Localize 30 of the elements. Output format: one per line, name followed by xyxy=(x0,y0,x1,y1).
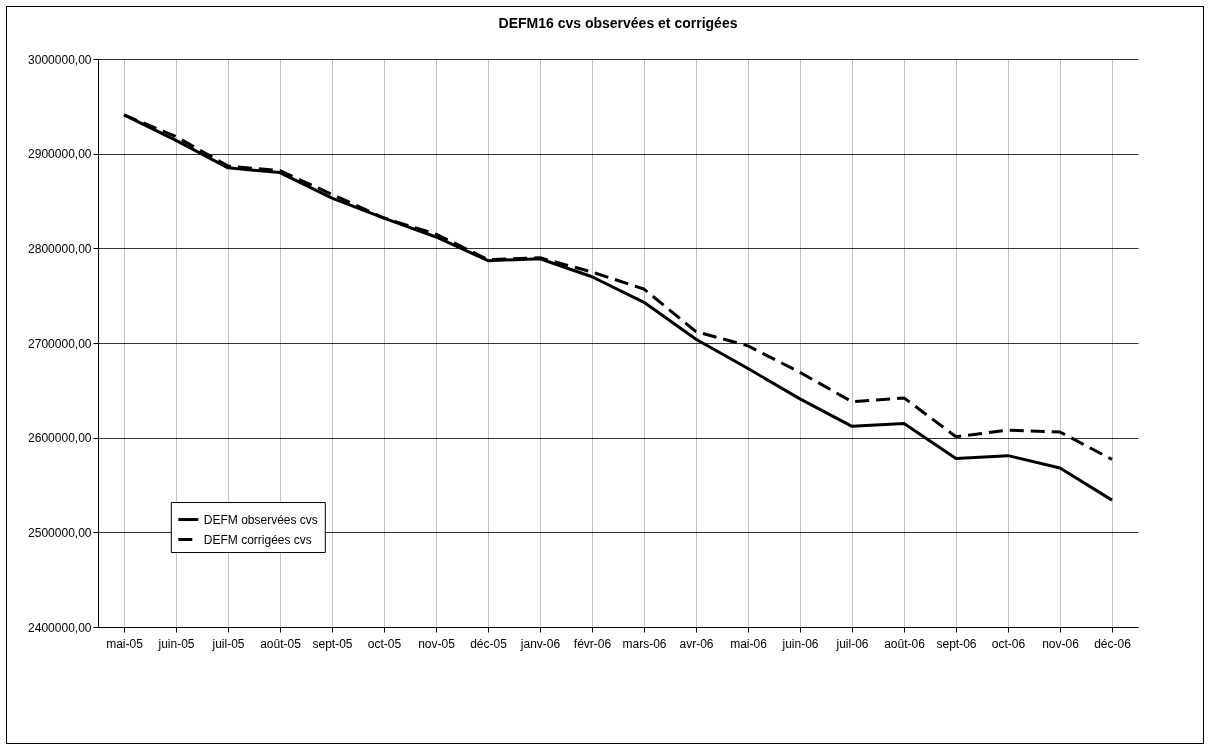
x-tick-label: juil-06 xyxy=(835,636,869,651)
x-tick-label: juil-05 xyxy=(211,636,245,651)
x-tick-label: sept-06 xyxy=(936,636,977,651)
x-tick-label: sept-05 xyxy=(312,636,353,651)
x-tick-label: mars-06 xyxy=(622,636,667,651)
x-tick-label: mai-05 xyxy=(106,636,144,651)
x-tick-label: août-05 xyxy=(260,636,302,651)
y-tick-label: 2900000,00 xyxy=(28,147,92,162)
x-tick-label: nov-05 xyxy=(418,636,456,651)
x-tick-label: oct-06 xyxy=(991,636,1026,651)
x-tick-label: mai-06 xyxy=(730,636,768,651)
y-tick-label: 2500000,00 xyxy=(28,525,92,540)
x-tick-label: juin-06 xyxy=(781,636,819,651)
y-tick-label: 2700000,00 xyxy=(28,336,92,351)
x-tick-label: oct-05 xyxy=(367,636,402,651)
x-tick-label: août-06 xyxy=(884,636,926,651)
x-tick-label: févr-06 xyxy=(573,636,612,651)
x-tick-label: juin-05 xyxy=(157,636,195,651)
x-tick-label: nov-06 xyxy=(1042,636,1080,651)
y-tick-label: 2600000,00 xyxy=(28,431,92,446)
x-tick-label: avr-06 xyxy=(679,636,714,651)
x-tick-label: déc-05 xyxy=(470,636,508,651)
legend-label: DEFM corrigées cvs xyxy=(203,532,312,547)
legend-label: DEFM observées cvs xyxy=(203,512,318,527)
y-tick-label: 2400000,00 xyxy=(28,620,92,635)
y-tick-label: 3000000,00 xyxy=(28,52,92,67)
y-tick-label: 2800000,00 xyxy=(28,241,92,256)
x-tick-label: déc-06 xyxy=(1094,636,1132,651)
x-tick-label: janv-06 xyxy=(519,636,561,651)
chart-title: DEFM16 cvs observées et corrigées xyxy=(498,15,738,31)
